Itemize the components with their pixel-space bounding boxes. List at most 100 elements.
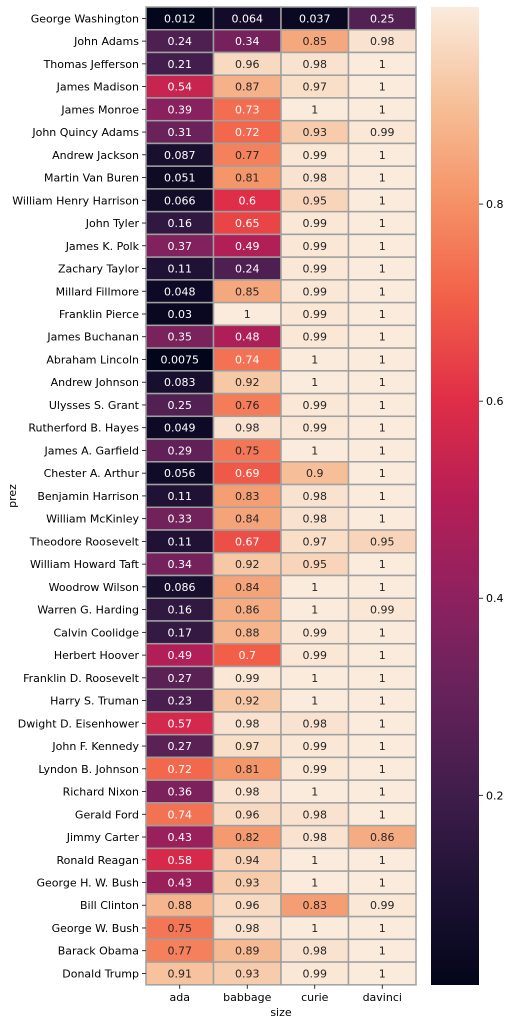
cell-value-label: 0.97 — [303, 81, 328, 94]
cell-value-label: 0.0075 — [161, 353, 200, 366]
cell-value-label: 0.98 — [370, 35, 395, 48]
column-labels: ada babbage curie davinci — [170, 984, 402, 1004]
cell-value-label: 0.84 — [235, 581, 260, 594]
row-label: Rutherford B. Hayes — [28, 422, 139, 435]
cell-value-label: 1 — [244, 308, 251, 321]
cell-value-label: 0.11 — [168, 535, 193, 548]
cell-value-label: 0.83 — [235, 490, 260, 503]
cell-value-label: 1 — [379, 376, 386, 389]
cell-value-label: 0.97 — [303, 535, 328, 548]
cell-value-label: 1 — [311, 695, 318, 708]
cell-value-label: 0.99 — [303, 263, 328, 276]
cell-value-label: 0.95 — [303, 558, 328, 571]
cell-value-label: 0.94 — [235, 854, 260, 867]
row-label: Andrew Johnson — [51, 376, 139, 389]
row-label: James Buchanan — [46, 331, 139, 344]
cell-value-label: 0.16 — [168, 217, 193, 230]
cell-value-label: 0.99 — [303, 331, 328, 344]
cell-value-label: 0.96 — [235, 58, 260, 71]
cell-value-label: 0.27 — [168, 672, 193, 685]
cell-value-label: 0.98 — [303, 490, 328, 503]
cell-value-label: 1 — [379, 467, 386, 480]
row-label: Barack Obama — [58, 945, 139, 958]
row-label: Dwight D. Eisenhower — [18, 717, 140, 730]
cell-value-label: 0.11 — [168, 490, 193, 503]
cell-value-label: 0.83 — [303, 899, 328, 912]
cell-value-label: 1 — [379, 103, 386, 116]
cell-value-label: 1 — [311, 581, 318, 594]
cell-value-label: 1 — [379, 763, 386, 776]
column-label: ada — [170, 991, 190, 1004]
cell-value-label: 1 — [379, 672, 386, 685]
cell-value-label: 0.75 — [168, 922, 193, 935]
row-label: Ronald Reagan — [57, 854, 140, 867]
cell-value-label: 1 — [311, 353, 318, 366]
cell-value-label: 1 — [379, 308, 386, 321]
row-label: Bill Clinton — [80, 899, 139, 912]
cell-value-label: 0.57 — [168, 717, 193, 730]
cell-value-label: 0.012 — [164, 12, 196, 25]
cell-value-label: 0.39 — [168, 103, 193, 116]
cell-value-label: 0.49 — [168, 649, 193, 662]
cell-value-label: 0.98 — [303, 717, 328, 730]
cell-value-label: 1 — [311, 786, 318, 799]
x-axis-label: size — [270, 1006, 292, 1019]
cell-value-label: 1 — [379, 922, 386, 935]
cell-value-label: 0.98 — [235, 422, 260, 435]
cell-value-label: 1 — [311, 376, 318, 389]
cell-value-label: 0.77 — [235, 149, 260, 162]
cell-value-label: 0.43 — [168, 831, 193, 844]
cell-value-label: 0.58 — [168, 854, 193, 867]
cell-value-label: 0.048 — [164, 285, 196, 298]
cell-value-label: 0.96 — [235, 808, 260, 821]
cell-value-label: 0.03 — [168, 308, 193, 321]
cell-value-label: 0.99 — [303, 740, 328, 753]
cell-value-label: 1 — [379, 854, 386, 867]
cell-value-label: 0.086 — [164, 581, 196, 594]
cell-value-label: 1 — [379, 695, 386, 708]
colorbar-tick-label: 0.8 — [486, 198, 504, 211]
cell-value-label: 0.85 — [303, 35, 328, 48]
cell-value-label: 0.92 — [235, 376, 260, 389]
row-label: William McKinley — [46, 513, 139, 526]
row-label: Abraham Lincoln — [46, 353, 139, 366]
cell-value-label: 0.99 — [370, 604, 395, 617]
cell-value-label: 0.81 — [235, 763, 260, 776]
cell-value-label: 0.92 — [235, 695, 260, 708]
row-label: Gerald Ford — [75, 808, 139, 821]
cell-value-label: 0.99 — [303, 763, 328, 776]
cell-value-label: 1 — [379, 172, 386, 185]
cell-value-label: 0.67 — [235, 535, 260, 548]
cell-value-label: 0.98 — [235, 717, 260, 730]
cell-value-label: 1 — [311, 672, 318, 685]
row-label: John Adams — [73, 35, 139, 48]
cell-value-label: 0.98 — [303, 58, 328, 71]
cell-value-label: 0.93 — [303, 126, 328, 139]
cell-value-label: 0.72 — [235, 126, 260, 139]
row-label: Millard Fillmore — [56, 285, 140, 298]
row-label: Zachary Taylor — [58, 263, 140, 276]
cell-value-label: 1 — [379, 331, 386, 344]
cell-value-label: 1 — [379, 58, 386, 71]
cell-value-label: 0.98 — [235, 922, 260, 935]
cell-value-label: 0.88 — [168, 899, 193, 912]
row-label: Warren G. Harding — [37, 604, 139, 617]
cell-value-label: 1 — [379, 558, 386, 571]
row-label: Ulysses S. Grant — [49, 399, 140, 412]
cell-value-label: 0.056 — [164, 467, 196, 480]
cell-value-label: 1 — [379, 81, 386, 94]
cell-value-label: 1 — [379, 581, 386, 594]
cell-value-label: 1 — [379, 285, 386, 298]
row-label: Andrew Jackson — [52, 149, 139, 162]
cell-value-label: 0.11 — [168, 263, 193, 276]
heatmap-cells: 0.012 0.064 0.037 0.25 0.24 0.34 0.85 0.98 0.21 0… — [145, 6, 417, 986]
cell-value-label: 0.96 — [235, 899, 260, 912]
row-label: Martin Van Buren — [44, 172, 139, 185]
cell-value-label: 0.24 — [235, 263, 260, 276]
cell-value-label: 0.98 — [303, 172, 328, 185]
row-label: James Monroe — [60, 103, 139, 116]
cell-value-label: 0.74 — [168, 808, 193, 821]
cell-value-label: 1 — [379, 649, 386, 662]
cell-value-label: 0.99 — [303, 399, 328, 412]
